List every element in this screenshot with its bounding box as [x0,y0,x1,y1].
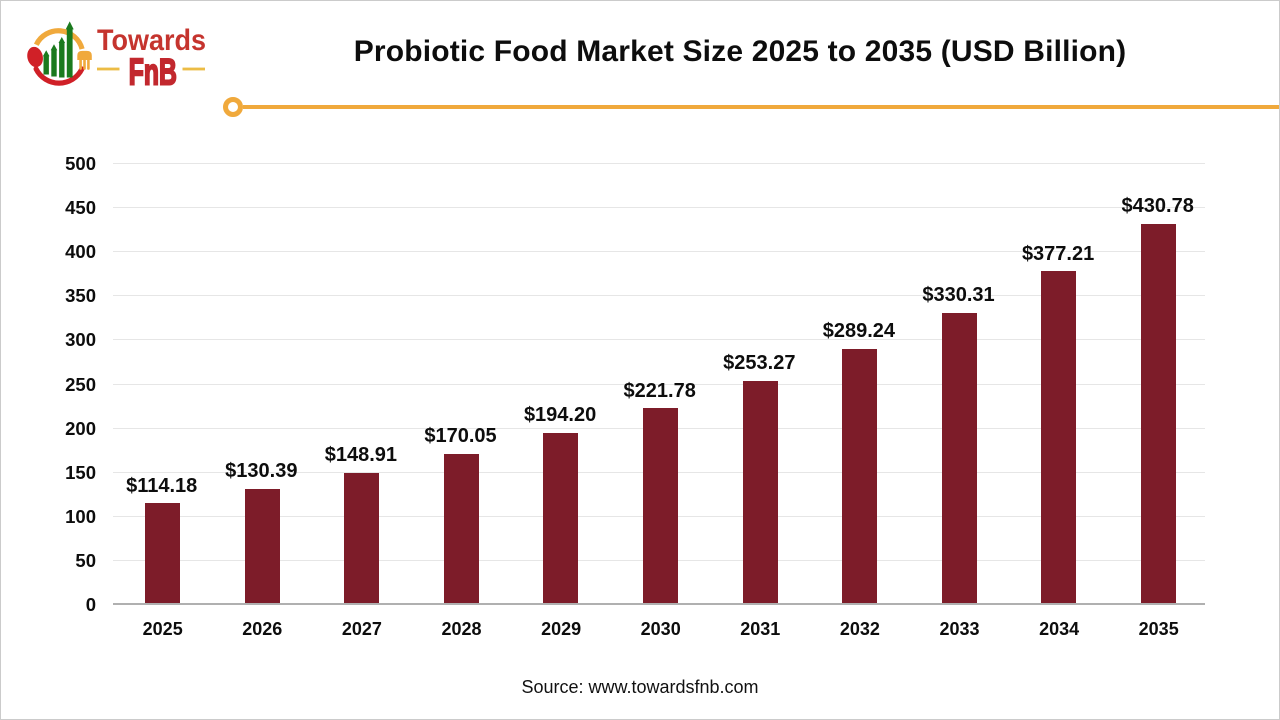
svg-text:FnB: FnB [129,52,177,93]
svg-text:Towards: Towards [97,24,206,57]
